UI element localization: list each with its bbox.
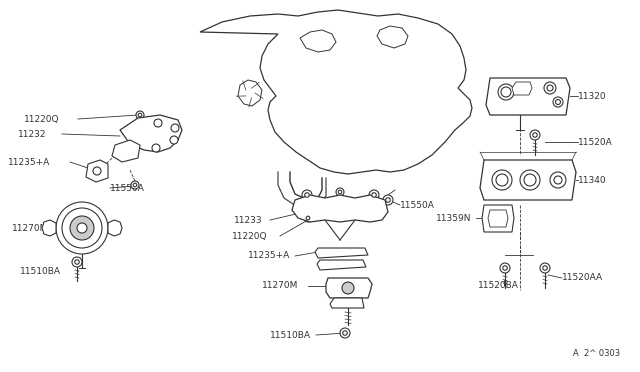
Circle shape <box>77 223 87 233</box>
Circle shape <box>305 193 309 197</box>
Circle shape <box>498 84 514 100</box>
Polygon shape <box>315 248 368 258</box>
Polygon shape <box>300 30 336 52</box>
Text: 11520A: 11520A <box>578 138 612 147</box>
Polygon shape <box>292 195 388 222</box>
Polygon shape <box>377 26 408 48</box>
Circle shape <box>383 195 393 205</box>
Circle shape <box>530 130 540 140</box>
Circle shape <box>138 113 142 117</box>
Text: 11270M: 11270M <box>12 224 49 232</box>
Circle shape <box>75 260 79 264</box>
Circle shape <box>340 328 350 338</box>
Circle shape <box>544 82 556 94</box>
Circle shape <box>500 263 510 273</box>
Text: 11233: 11233 <box>234 215 262 224</box>
Circle shape <box>170 136 178 144</box>
Text: 11550A: 11550A <box>400 201 435 209</box>
Circle shape <box>554 176 562 184</box>
Polygon shape <box>238 80 262 106</box>
Circle shape <box>154 119 162 127</box>
Circle shape <box>386 198 390 202</box>
Polygon shape <box>488 210 508 227</box>
Text: 11340: 11340 <box>578 176 607 185</box>
Polygon shape <box>120 115 182 152</box>
Circle shape <box>543 266 547 270</box>
Circle shape <box>136 111 144 119</box>
Circle shape <box>553 97 563 107</box>
Circle shape <box>372 193 376 197</box>
Circle shape <box>532 133 537 137</box>
Polygon shape <box>112 140 140 162</box>
Polygon shape <box>326 278 372 298</box>
Polygon shape <box>42 220 56 236</box>
Text: 11220Q: 11220Q <box>24 115 60 124</box>
Text: 11220Q: 11220Q <box>232 231 268 241</box>
Text: 11235+A: 11235+A <box>248 251 291 260</box>
Circle shape <box>503 266 508 270</box>
Circle shape <box>302 190 312 200</box>
Circle shape <box>547 85 553 91</box>
Circle shape <box>152 144 160 152</box>
Text: 11232: 11232 <box>18 129 47 138</box>
Circle shape <box>72 257 82 267</box>
Text: 11510BA: 11510BA <box>270 330 311 340</box>
Text: 11520BA: 11520BA <box>478 280 519 289</box>
Polygon shape <box>486 78 570 115</box>
Circle shape <box>343 331 348 335</box>
Polygon shape <box>480 160 576 200</box>
Circle shape <box>93 167 101 175</box>
Circle shape <box>338 190 342 194</box>
Circle shape <box>496 174 508 186</box>
Circle shape <box>171 124 179 132</box>
Polygon shape <box>330 298 364 308</box>
Circle shape <box>524 174 536 186</box>
Circle shape <box>540 263 550 273</box>
Polygon shape <box>200 10 472 174</box>
Polygon shape <box>317 260 366 270</box>
Text: A  2^ 0303: A 2^ 0303 <box>573 349 620 358</box>
Circle shape <box>369 190 379 200</box>
Circle shape <box>342 282 354 294</box>
Polygon shape <box>86 160 108 182</box>
Circle shape <box>62 208 102 248</box>
Circle shape <box>56 202 108 254</box>
Polygon shape <box>512 82 532 95</box>
Circle shape <box>306 216 310 220</box>
Circle shape <box>492 170 512 190</box>
Text: 11510BA: 11510BA <box>20 267 61 276</box>
Circle shape <box>133 183 137 187</box>
Text: 11520AA: 11520AA <box>562 273 603 282</box>
Circle shape <box>556 99 561 105</box>
Circle shape <box>550 172 566 188</box>
Text: 11320: 11320 <box>578 92 607 100</box>
Circle shape <box>131 181 139 189</box>
Circle shape <box>70 216 94 240</box>
Circle shape <box>520 170 540 190</box>
Polygon shape <box>108 220 122 236</box>
Circle shape <box>304 214 312 222</box>
Text: 11359N: 11359N <box>436 214 472 222</box>
Polygon shape <box>482 205 514 232</box>
Text: 11550A: 11550A <box>110 183 145 192</box>
Text: 11235+A: 11235+A <box>8 157 51 167</box>
Circle shape <box>501 87 511 97</box>
Text: 11270M: 11270M <box>262 282 298 291</box>
Circle shape <box>336 188 344 196</box>
